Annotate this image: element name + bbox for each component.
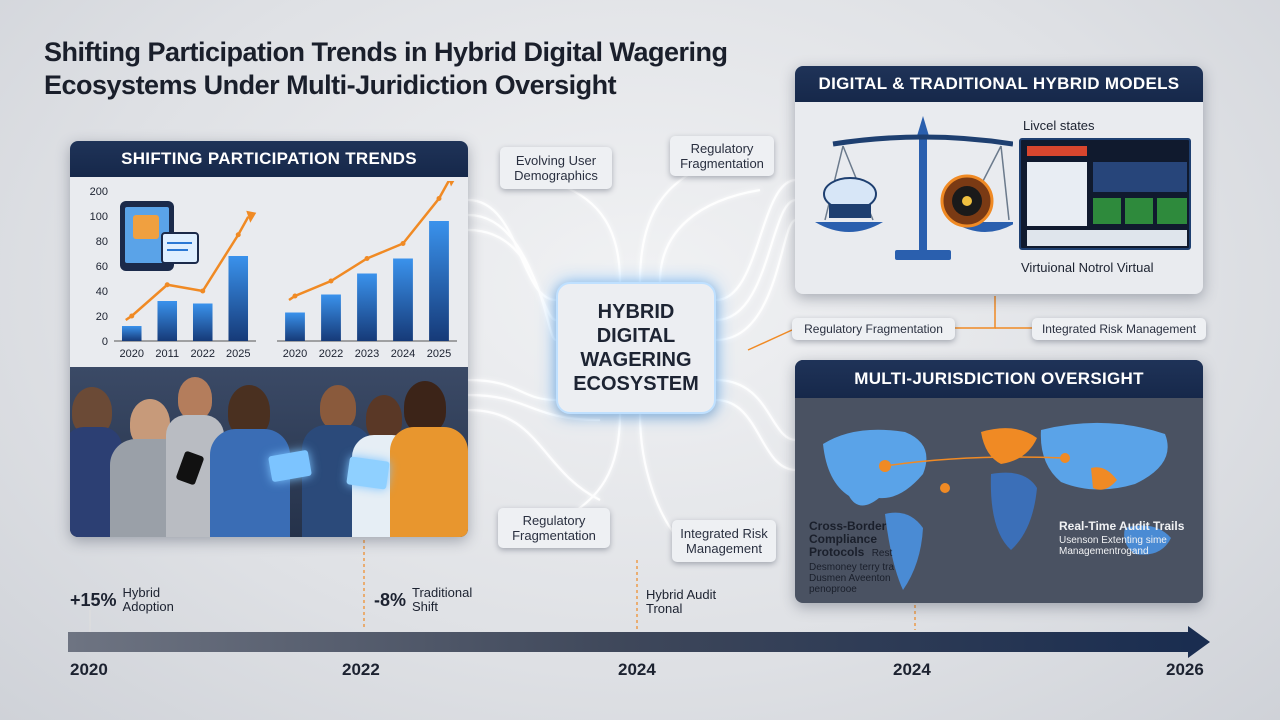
bar-2025	[228, 256, 249, 341]
timeline-bar	[68, 632, 1190, 652]
bar-2022	[321, 294, 341, 341]
audit-trails-note: Real-Time Audit Trails Usenson Extenting…	[1059, 519, 1189, 558]
y-tick-label: 80	[96, 236, 108, 248]
y-tick-label: 40	[96, 286, 108, 298]
y-tick-label: 20	[96, 311, 108, 323]
marker-2-pct: -8%	[374, 589, 407, 610]
live-states-label: Livcel states	[1023, 118, 1095, 133]
timeline-marker-1: +15% Hybrid Adoption	[70, 586, 193, 614]
node-evolving-demographics: Evolving User Demographics	[500, 147, 612, 189]
world-map-icon	[823, 422, 1171, 590]
cloud-icon	[823, 177, 877, 218]
hybrid-models-panel: DIGITAL & TRADITIONAL HYBRID MODELS Livc…	[795, 66, 1203, 294]
bar-2020	[121, 326, 142, 341]
trend-point	[235, 232, 241, 238]
y-tick-label: 0	[102, 336, 108, 348]
ecosystem-hub: HYBRID DIGITAL WAGERING ECOSYSTEM	[556, 282, 716, 414]
trend-point	[129, 313, 135, 319]
cross-border-note: Cross-Border Compliance Protocols Rest D…	[809, 519, 929, 596]
bar-2024	[393, 258, 413, 341]
virtual-label: Virtuional Notrol Virtual	[1021, 260, 1154, 275]
marker-1-label: Hybrid Adoption	[122, 585, 174, 614]
y-tick-label: 200	[90, 186, 108, 198]
y-tick-label: 60	[96, 261, 108, 273]
timeline-marker-2: -8% Traditional Shift	[374, 586, 482, 614]
x-tick-label: 2022	[191, 348, 215, 360]
bar-2022	[192, 303, 213, 341]
cross-border-title: Cross-Border Compliance Protocols	[809, 519, 887, 559]
trend-point	[436, 196, 442, 201]
node-risk-bottom: Integrated Risk Management	[672, 520, 776, 562]
year-2024-a: 2024	[618, 660, 656, 679]
audit-trails-desc: Usenson Extenting sime Managementrogand	[1059, 535, 1167, 557]
crowd-with-devices	[70, 367, 468, 537]
bar-2023	[357, 273, 377, 341]
timeline-arrowhead	[1188, 626, 1210, 658]
x-tick-label: 2025	[427, 348, 451, 360]
year-2020: 2020	[70, 660, 108, 679]
bar-2020	[285, 312, 305, 341]
x-tick-label: 2020	[283, 348, 307, 360]
x-tick-label: 2023	[355, 348, 379, 360]
participation-chart-right: 2020 2022 2023 2024 2025	[277, 181, 457, 360]
x-tick-label: 2011	[155, 348, 179, 360]
hub-line-1: HYBRID	[597, 301, 675, 323]
hub-line-2: DIGITAL	[596, 325, 676, 347]
bar-2011	[157, 301, 178, 341]
x-tick-label: 2020	[120, 348, 144, 360]
marker-2-label: Traditional Shift	[412, 585, 473, 614]
hybrid-models-header: DIGITAL & TRADITIONAL HYBRID MODELS	[795, 66, 1203, 102]
year-2024-b: 2024	[893, 660, 931, 679]
node-regulatory-bottom: Regulatory Fragmentation	[498, 508, 610, 548]
trend-point	[200, 288, 206, 294]
x-tick-label: 2025	[226, 348, 250, 360]
trend-arrowhead	[449, 181, 455, 187]
hub-line-4: ECOSYSTEM	[573, 373, 699, 395]
participation-panel-header: SHIFTING PARTICIPATION TRENDS	[70, 141, 468, 177]
trend-point	[328, 278, 334, 284]
cross-border-desc: Desmoney terry tra Dusmen Aveenton penop…	[809, 562, 895, 595]
marker-3-label: Hybrid Audit Tronal	[646, 587, 717, 616]
year-2026: 2026	[1166, 660, 1204, 679]
year-2022: 2022	[342, 660, 380, 679]
participation-panel: SHIFTING PARTICIPATION TRENDS 200 100 80 60…	[70, 141, 468, 537]
timeline-marker-3: Hybrid Audit Tronal	[646, 588, 726, 616]
trend-point	[164, 282, 170, 288]
x-tick-label: 2022	[319, 348, 343, 360]
cross-border-rest: Rest	[871, 548, 893, 559]
hub-line-3: WAGERING	[580, 349, 692, 371]
trend-point	[364, 256, 370, 261]
oversight-panel-header: MULTI-JURISDICTION OVERSIGHT	[795, 360, 1203, 398]
trend-arrowhead	[246, 210, 257, 223]
y-tick-label: 100	[90, 211, 108, 223]
marker-1-pct: +15%	[70, 589, 117, 610]
node-risk-right: Integrated Risk Management	[1032, 318, 1206, 340]
oversight-panel: MULTI-JURISDICTION OVERSIGHT Cross-Borde…	[795, 360, 1203, 603]
node-regulatory-right: Regulatory Fragmentation	[792, 318, 955, 340]
x-tick-label: 2024	[391, 348, 415, 360]
roulette-wheel-icon	[940, 174, 994, 228]
page-title: Shifting Participation Trends in Hybrid …	[44, 37, 728, 100]
tablet-icon	[120, 201, 199, 271]
trend-point	[400, 241, 406, 246]
bar-2025	[429, 221, 449, 341]
audit-trails-title: Real-Time Audit Trails	[1059, 519, 1185, 533]
trend-point	[292, 293, 298, 299]
node-regulatory-top: Regulatory Fragmentation	[670, 136, 774, 176]
dashboard-screenshot	[1019, 138, 1191, 250]
